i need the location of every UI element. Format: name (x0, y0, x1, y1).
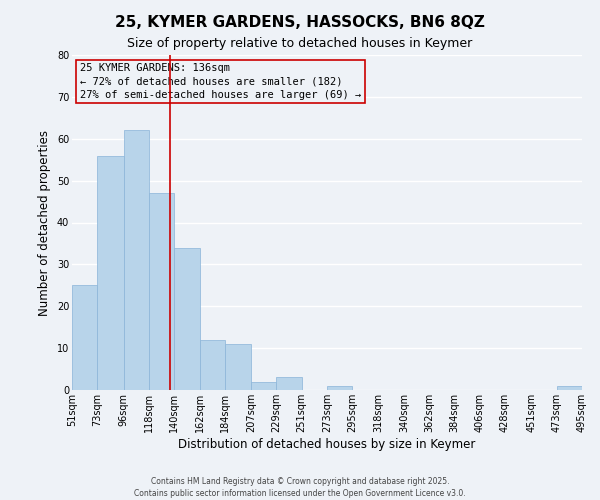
Bar (327, 386, 352, 390)
Text: 25, KYMER GARDENS, HASSOCKS, BN6 8QZ: 25, KYMER GARDENS, HASSOCKS, BN6 8QZ (115, 15, 485, 30)
Bar (124, 130, 149, 390)
Y-axis label: Number of detached properties: Number of detached properties (38, 130, 51, 316)
Bar (199, 340, 225, 390)
Bar (225, 344, 251, 390)
Bar (277, 378, 302, 390)
Text: Size of property relative to detached houses in Keymer: Size of property relative to detached ho… (127, 38, 473, 51)
Bar (251, 382, 277, 390)
Bar (149, 193, 174, 390)
Text: 25 KYMER GARDENS: 136sqm
← 72% of detached houses are smaller (182)
27% of semi-: 25 KYMER GARDENS: 136sqm ← 72% of detach… (80, 64, 361, 100)
Bar (97, 156, 124, 390)
Text: Contains HM Land Registry data © Crown copyright and database right 2025.
Contai: Contains HM Land Registry data © Crown c… (134, 476, 466, 498)
X-axis label: Distribution of detached houses by size in Keymer: Distribution of detached houses by size … (178, 438, 476, 450)
Bar (557, 386, 582, 390)
Bar (72, 286, 97, 390)
Bar (174, 248, 199, 390)
